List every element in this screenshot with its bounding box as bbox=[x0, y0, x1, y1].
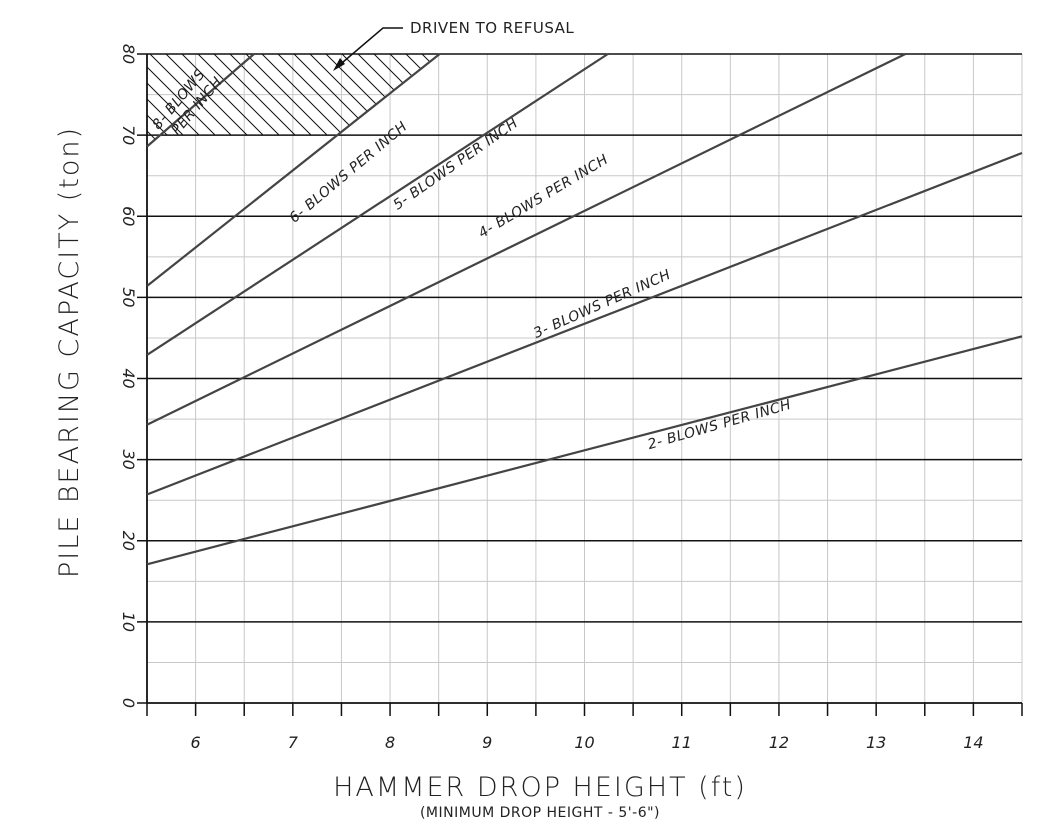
series-line bbox=[146, 335, 1023, 566]
x-tick-label: 13 bbox=[866, 733, 886, 752]
series-line bbox=[146, 53, 609, 356]
x-tick-labels: 6 7 8 9 10 11 12 13 14 bbox=[191, 733, 984, 752]
x-tick-label: 12 bbox=[769, 733, 789, 752]
x-tick-label: 6 bbox=[191, 733, 201, 752]
x-tick-label: 11 bbox=[672, 733, 692, 752]
series-line bbox=[146, 53, 441, 287]
y-tick-label: 40 bbox=[119, 368, 138, 388]
curve-label: 5- BLOWS PER INCH bbox=[390, 115, 521, 213]
y-tick-label: 70 bbox=[119, 125, 138, 145]
axes bbox=[137, 53, 1023, 716]
curve-label: 2- BLOWS PER INCH bbox=[646, 397, 793, 453]
refusal-arrowhead bbox=[333, 58, 345, 71]
grid-major bbox=[147, 53, 1022, 623]
y-axis-title: PILE BEARING CAPACITY (ton) bbox=[54, 126, 85, 578]
series-line bbox=[146, 53, 255, 148]
series-lines bbox=[146, 53, 1023, 566]
series-line bbox=[146, 151, 1023, 496]
x-tick-label: 7 bbox=[288, 733, 299, 752]
x-tick-label: 8 bbox=[385, 733, 395, 752]
x-tick-label: 10 bbox=[574, 733, 594, 752]
x-tick-label: 14 bbox=[963, 733, 983, 752]
y-tick-label: 0 bbox=[119, 698, 138, 708]
x-axis-subtitle: (MINIMUM DROP HEIGHT - 5'-6") bbox=[420, 805, 660, 821]
refusal-leader-line bbox=[335, 27, 403, 69]
y-tick-label: 80 bbox=[119, 44, 138, 64]
curve-labels: 2- BLOWS PER INCH 3- BLOWS PER INCH 4- BLO… bbox=[287, 115, 793, 453]
y-tick-label: 50 bbox=[119, 287, 138, 307]
y-tick-labels: 0 10 20 30 40 50 60 70 80 bbox=[119, 44, 138, 708]
refusal-label: DRIVEN TO REFUSAL bbox=[410, 19, 574, 37]
y-tick-label: 10 bbox=[119, 612, 138, 632]
y-tick-label: 30 bbox=[119, 449, 138, 469]
y-tick-label: 60 bbox=[119, 206, 138, 226]
refusal-annotation: DRIVEN TO REFUSAL bbox=[333, 19, 574, 71]
curve-label: 3- BLOWS PER INCH bbox=[531, 267, 673, 342]
curve-label: 4- BLOWS PER INCH bbox=[476, 152, 611, 242]
x-axis-title: HAMMER DROP HEIGHT (ft) bbox=[333, 772, 747, 803]
refusal-hatch-area bbox=[147, 54, 440, 147]
x-tick-label: 9 bbox=[482, 733, 492, 752]
series-line bbox=[146, 53, 906, 426]
y-tick-label: 20 bbox=[119, 531, 138, 551]
